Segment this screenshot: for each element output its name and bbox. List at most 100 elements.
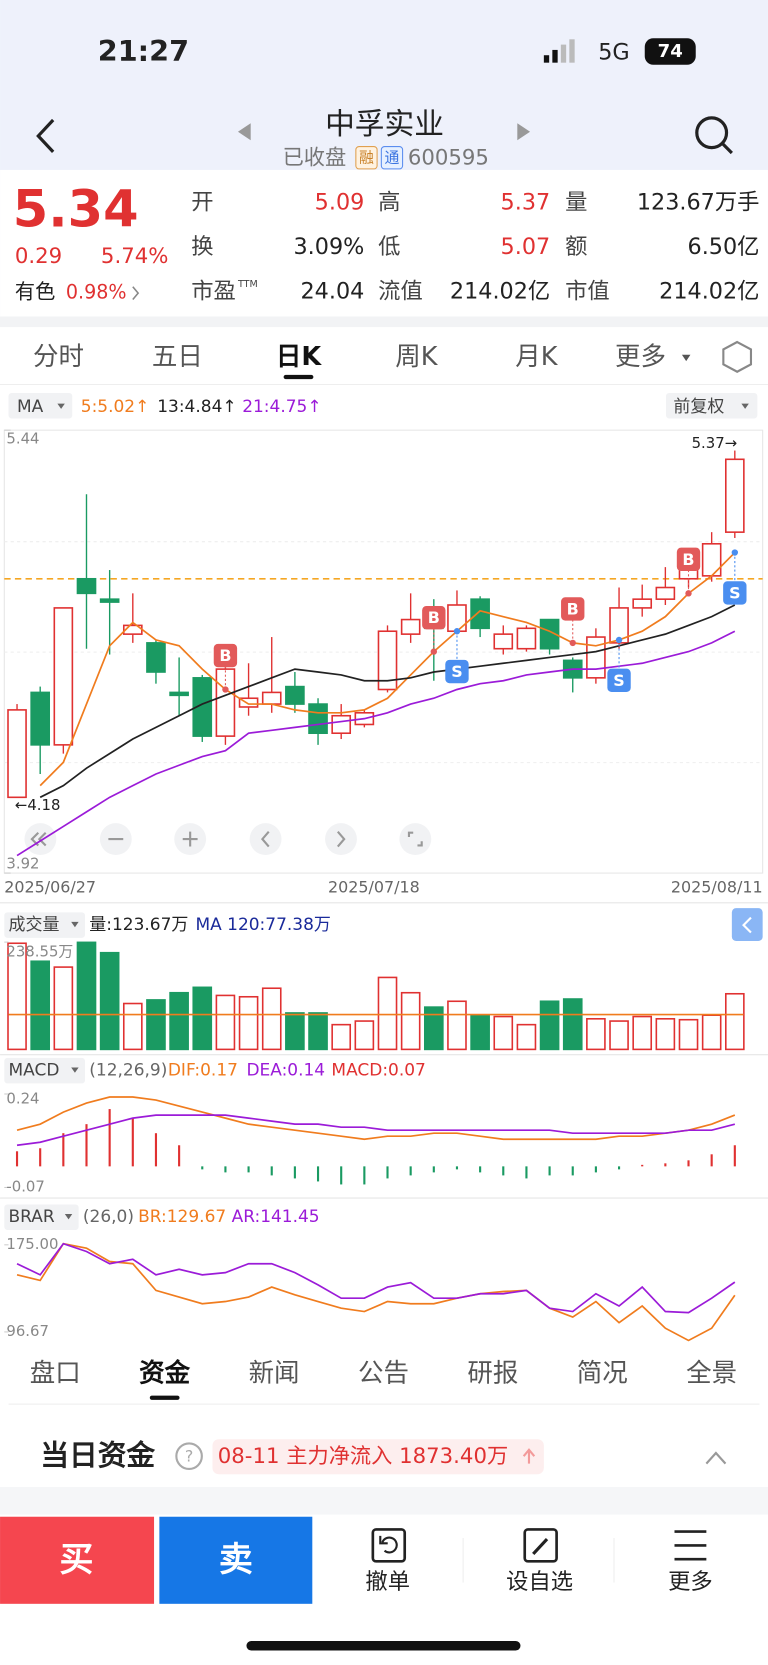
candle-body bbox=[76, 577, 97, 595]
signal-label: S bbox=[729, 583, 740, 602]
badge bbox=[380, 146, 404, 170]
signal-badge bbox=[445, 659, 469, 684]
period-tab[interactable]: 更多 bbox=[615, 342, 666, 372]
search-button[interactable] bbox=[695, 116, 733, 155]
signal-badge bbox=[607, 668, 631, 693]
field-value: 6.50亿 bbox=[688, 234, 760, 260]
period-tab[interactable]: 周K bbox=[395, 342, 438, 372]
y-tick-label: 238.55万 bbox=[6, 943, 73, 961]
candle-body bbox=[238, 697, 259, 708]
more-icon bbox=[674, 1530, 707, 1561]
pan-left[interactable] bbox=[249, 823, 282, 856]
macd-line bbox=[16, 1096, 736, 1141]
badge-text: 通 bbox=[385, 148, 400, 166]
side-tab[interactable] bbox=[731, 908, 763, 942]
indicator-label: 成交量 bbox=[9, 915, 60, 935]
field-label: 高 bbox=[378, 189, 400, 215]
volume-bar bbox=[447, 1000, 467, 1051]
volume-bar bbox=[7, 942, 27, 1051]
inflow-arrow bbox=[522, 1448, 536, 1464]
indicator-value: AR:141.45 bbox=[232, 1207, 320, 1227]
volume-bar bbox=[215, 994, 236, 1051]
period-tab[interactable]: 五日 bbox=[152, 342, 203, 372]
stock-code: 600595 bbox=[408, 145, 489, 170]
dropdown-icon bbox=[71, 1067, 79, 1073]
section-tab[interactable]: 全景 bbox=[686, 1358, 737, 1388]
prev-stock[interactable] bbox=[237, 123, 251, 141]
volume-bar bbox=[470, 1014, 490, 1051]
field-value: 5.37 bbox=[501, 189, 551, 215]
candle-body bbox=[586, 636, 606, 679]
last-price: 5.34 bbox=[13, 180, 139, 239]
sector-name: 有色 bbox=[15, 280, 55, 304]
back-button[interactable] bbox=[36, 118, 55, 153]
y-tick-label: 96.67 bbox=[6, 1322, 49, 1340]
period-tab[interactable]: 月K bbox=[515, 342, 558, 372]
dropdown-icon bbox=[741, 403, 749, 409]
kline-frame bbox=[3, 429, 764, 874]
indicator-value: DEA:0.14 bbox=[246, 1061, 325, 1081]
sector-chevron bbox=[132, 286, 140, 301]
sell-button[interactable] bbox=[159, 1516, 313, 1604]
volume-bar bbox=[122, 1002, 143, 1051]
ma-value: 21:4.75↑ bbox=[242, 397, 321, 417]
candle-body bbox=[655, 586, 676, 600]
clock: 21:27 bbox=[98, 34, 189, 68]
signal-label: B bbox=[428, 608, 440, 627]
separator bbox=[0, 1486, 768, 1515]
candle-body bbox=[470, 598, 490, 630]
volume-bar bbox=[169, 991, 189, 1051]
tab-underline bbox=[283, 374, 314, 380]
section-tab[interactable]: 公告 bbox=[358, 1358, 409, 1388]
volume-current: 量:123.67万 bbox=[89, 915, 188, 935]
buy-button[interactable] bbox=[0, 1516, 155, 1604]
volume-bar bbox=[238, 995, 259, 1051]
signal-label: B bbox=[219, 646, 231, 665]
section-tab[interactable]: 简况 bbox=[577, 1358, 628, 1388]
period-tab[interactable]: 日K bbox=[276, 342, 322, 372]
signal-label: S bbox=[451, 662, 462, 681]
pan-right[interactable] bbox=[325, 823, 357, 856]
signal-badge bbox=[723, 581, 747, 605]
period-tab[interactable]: 分时 bbox=[33, 342, 84, 372]
y-tick-label: 5.44 bbox=[6, 430, 39, 448]
signal-dot bbox=[430, 648, 438, 655]
action-label[interactable]: 更多 bbox=[668, 1569, 713, 1595]
action-label[interactable]: 撤单 bbox=[365, 1569, 410, 1595]
macd-line bbox=[16, 1114, 736, 1147]
collapse-button[interactable] bbox=[705, 1451, 727, 1465]
volume-bar bbox=[354, 1020, 375, 1051]
section-tab[interactable]: 盘口 bbox=[30, 1358, 81, 1388]
fund-pill bbox=[212, 1439, 544, 1475]
indicator-select[interactable] bbox=[4, 1057, 86, 1084]
volume-bar bbox=[377, 976, 398, 1051]
brar-line bbox=[16, 1242, 736, 1314]
fund-summary: 08-11 主力净流入 1873.40万 bbox=[218, 1444, 508, 1469]
volume-bar bbox=[586, 1018, 606, 1051]
volume-bar bbox=[516, 1023, 537, 1051]
zoom-controls bbox=[24, 823, 432, 856]
section-tab[interactable]: 研报 bbox=[467, 1358, 518, 1388]
next-stock[interactable] bbox=[517, 123, 531, 141]
ma-label: MA bbox=[17, 397, 44, 417]
indicator-select[interactable] bbox=[4, 912, 86, 938]
dropdown-icon bbox=[57, 403, 65, 409]
section-tab[interactable]: 新闻 bbox=[249, 1358, 300, 1388]
volume-bar bbox=[30, 960, 51, 1051]
indicator-select[interactable] bbox=[4, 1204, 79, 1230]
adjust-select[interactable] bbox=[665, 392, 758, 419]
sector-change[interactable]: 0.98% bbox=[66, 281, 127, 304]
fullscreen[interactable] bbox=[399, 823, 432, 856]
help-icon[interactable] bbox=[175, 1442, 203, 1470]
action-label[interactable]: 设自选 bbox=[506, 1569, 573, 1595]
badge-text: 融 bbox=[359, 148, 374, 166]
section-tab[interactable]: 资金 bbox=[139, 1358, 190, 1388]
settings-button[interactable] bbox=[722, 340, 753, 373]
field-label: 流值 bbox=[378, 279, 423, 305]
y-tick-label: 175.00 bbox=[6, 1235, 58, 1253]
signal-dot bbox=[222, 686, 229, 693]
volume-bar bbox=[285, 1012, 305, 1051]
ma-select[interactable] bbox=[8, 392, 73, 419]
field-label: 低 bbox=[378, 234, 400, 260]
volume-bar bbox=[331, 1023, 352, 1051]
